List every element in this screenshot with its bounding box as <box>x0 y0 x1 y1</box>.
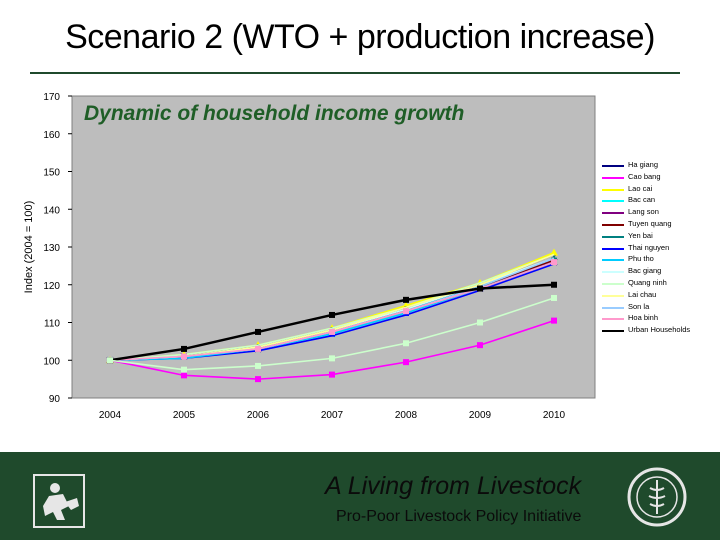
data-point <box>329 355 335 362</box>
y-tick-label: 160 <box>43 130 60 141</box>
footer-subtitle: Pro-Poor Livestock Policy Initiative <box>336 508 582 525</box>
legend-label: Phu tho <box>628 254 654 264</box>
legend-swatch <box>602 200 624 203</box>
y-tick-label: 90 <box>49 394 61 405</box>
data-point <box>477 319 483 326</box>
data-point <box>403 359 409 366</box>
y-tick-label: 120 <box>43 281 60 292</box>
line-chart: 90 100 110 120 130 140 150 160 170 2004 2005 2006 20… <box>23 92 596 421</box>
legend-swatch <box>602 318 624 321</box>
y-tick-label: 150 <box>43 168 60 179</box>
legend-swatch <box>602 247 624 250</box>
data-point <box>255 362 261 369</box>
plot-area <box>71 95 596 399</box>
data-point <box>181 345 187 352</box>
data-point <box>107 357 113 364</box>
fao-emblem-icon <box>626 466 688 528</box>
livestock-figure-icon <box>33 474 85 528</box>
y-tick-label: 140 <box>43 205 60 216</box>
data-point <box>329 371 335 378</box>
chart-title: Dynamic of household income growth <box>82 102 467 126</box>
y-tick-label: 110 <box>44 319 60 330</box>
data-point <box>477 342 483 349</box>
x-tick-label: 2008 <box>395 410 418 421</box>
y-tick-label: 130 <box>43 243 60 254</box>
legend-label: Quang ninh <box>628 278 667 287</box>
chart-axes: 90 100 110 120 130 140 150 160 170 2004 2005 2006 20… <box>23 92 596 421</box>
data-point <box>551 281 557 288</box>
legend-swatch <box>602 165 624 167</box>
legend-label: Lai chau <box>628 289 657 299</box>
legend-swatch <box>602 212 624 215</box>
legend-swatch <box>602 259 624 262</box>
legend-label: Lang son <box>628 207 659 217</box>
series-15 <box>107 294 557 373</box>
legend-swatch <box>602 330 624 333</box>
series-1 <box>107 317 557 383</box>
data-point <box>403 296 409 303</box>
data-point <box>550 248 558 256</box>
legend-swatch <box>602 224 624 226</box>
footer-tagline: A Living from Livestock <box>325 472 582 500</box>
legend-label: Yen bai <box>628 230 653 240</box>
y-tick-label: 170 <box>43 92 60 103</box>
legend-label: Bac giang <box>628 266 662 276</box>
slide-title: Scenario 2 (WTO + production increase) <box>65 18 655 56</box>
data-point <box>255 345 261 352</box>
x-tick-label: 2007 <box>321 410 344 421</box>
legend-label: Cao bang <box>628 171 661 181</box>
footer-bar <box>0 452 720 540</box>
data-point <box>255 376 261 383</box>
data-point <box>181 353 187 360</box>
legend-label: Lao cai <box>628 183 653 193</box>
y-axis-label: Index (2004 = 100) <box>23 201 35 294</box>
data-point <box>329 328 335 335</box>
legend-swatch <box>602 271 624 274</box>
legend-label: Urban Households <box>628 325 691 335</box>
data-point <box>403 340 409 347</box>
legend-label: Hoa binh <box>628 313 659 323</box>
data-point <box>551 259 557 266</box>
data-point <box>181 372 187 379</box>
legend-label: Bac can <box>628 195 656 205</box>
legend-swatch <box>602 294 624 297</box>
legend-label: Thai nguyen <box>628 242 670 252</box>
legend-swatch <box>602 188 624 191</box>
legend-swatch <box>602 235 624 238</box>
legend-label: Ha giang <box>628 160 659 169</box>
x-tick-label: 2004 <box>99 410 122 421</box>
data-point <box>181 366 187 373</box>
legend-label: Son la <box>628 301 650 311</box>
data-point <box>255 328 261 335</box>
title-divider <box>30 72 680 74</box>
x-tick-label: 2009 <box>469 410 492 421</box>
data-point <box>551 317 557 324</box>
chart-series <box>106 248 558 383</box>
data-point <box>551 294 557 301</box>
legend-swatch <box>602 306 624 309</box>
x-tick-label: 2005 <box>173 410 196 421</box>
data-point <box>329 311 335 318</box>
legend-swatch <box>602 176 624 179</box>
y-tick-label: 100 <box>43 356 60 367</box>
chart-legend: Ha giang Cao bang Lao cai Bac can Lang son Tu… <box>598 158 698 340</box>
x-tick-label: 2006 <box>247 410 270 421</box>
legend-swatch <box>602 283 624 285</box>
x-tick-label: 2010 <box>543 410 566 421</box>
data-point <box>403 308 409 315</box>
data-point <box>477 285 483 292</box>
legend-label: Tuyen quang <box>628 219 672 228</box>
